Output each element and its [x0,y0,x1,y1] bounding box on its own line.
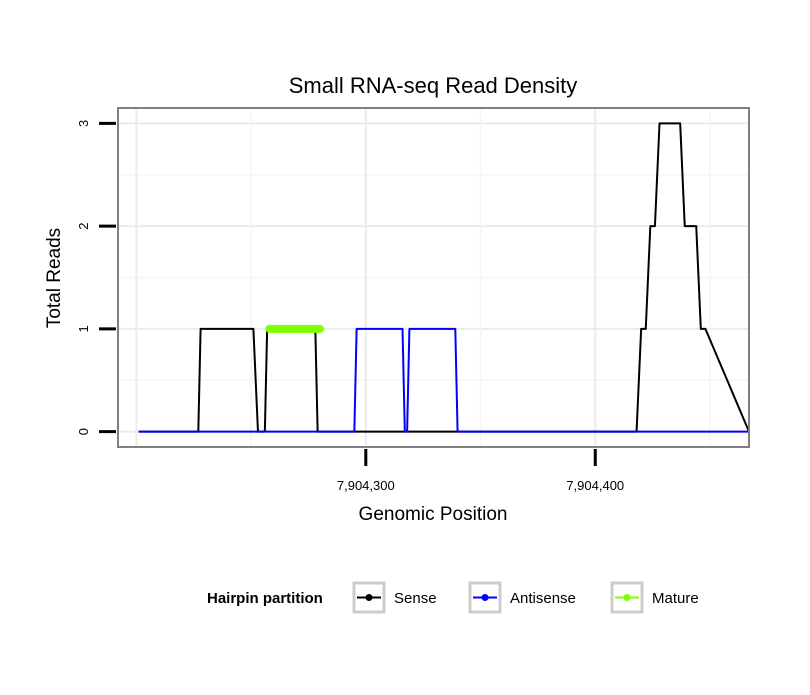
legend-label: Mature [652,590,699,607]
y-axis: 0 1 2 3 [76,120,116,435]
legend-entry-mature: Mature [610,581,699,614]
y-tick-label: 3 [76,120,91,127]
x-axis-title: Genomic Position [359,504,508,525]
plot-border [117,107,750,448]
chart-title: Small RNA-seq Read Density [289,73,578,98]
legend-entry-antisense: Antisense [468,581,576,614]
series-layer [138,122,750,433]
legend-title: Hairpin partition [207,590,323,607]
x-axis: 7,904,300 7,904,400 [337,449,624,493]
y-tick-label: 2 [76,223,91,230]
series-line-sense [138,122,750,433]
y-tick-label: 0 [76,428,91,435]
series-line-antisense [138,327,749,433]
legend-key-point [623,594,631,601]
legend-key-point [365,594,373,601]
y-tick-label: 1 [76,325,91,332]
x-tick-label: 7,904,400 [566,478,624,493]
x-tick-label: 7,904,300 [337,478,395,493]
legend-key-point [481,594,489,601]
legend: Hairpin partition Sense Antisense Mature [207,581,699,614]
legend-label: Antisense [510,590,576,607]
legend-entry-sense: Sense [352,581,437,614]
y-axis-title: Total Reads [44,228,65,328]
legend-label: Sense [394,590,437,607]
